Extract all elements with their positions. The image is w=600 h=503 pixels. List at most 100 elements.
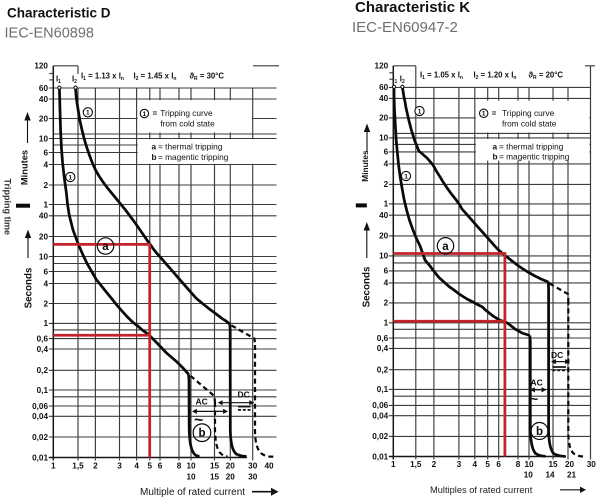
svg-text:40: 40 [39,95,49,104]
svg-text:20: 20 [226,462,236,471]
svg-text:b: b [152,152,157,162]
svg-text:10: 10 [39,252,49,261]
svg-text:15: 15 [210,462,220,471]
svg-text:8: 8 [177,462,182,471]
svg-text:Seconds: Seconds [24,267,35,308]
svg-text:2: 2 [43,181,48,190]
svg-text:from cold state: from cold state [160,119,215,129]
svg-text:0,2: 0,2 [377,366,389,375]
svg-text:4: 4 [43,160,48,169]
svg-text:Minutes: Minutes [360,150,370,182]
svg-text:1,5: 1,5 [72,462,84,471]
svg-text:6: 6 [43,148,48,157]
svg-text:10: 10 [379,252,389,261]
svg-text:1: 1 [384,200,389,209]
svg-text:20: 20 [379,232,389,241]
svg-text:0,6: 0,6 [37,334,49,343]
svg-text:I2 = 1.45 x In: I2 = 1.45 x In [134,72,177,83]
svg-text:10: 10 [524,471,534,480]
svg-text:IEC-EN60947-2: IEC-EN60947-2 [352,19,458,36]
svg-text:0,2: 0,2 [37,366,49,375]
svg-text:= thermal tripping: = thermal tripping [499,142,564,152]
svg-text:2: 2 [384,299,389,308]
svg-text:~: ~ [530,391,538,407]
svg-text:4: 4 [384,160,389,169]
svg-text:Minutes: Minutes [20,150,30,185]
svg-text:30: 30 [587,460,597,469]
svg-text:from cold state: from cold state [502,119,557,129]
svg-text:a: a [152,142,157,152]
svg-text:DC: DC [238,390,250,400]
svg-text:10: 10 [186,462,196,471]
svg-text:= magentic tripping: = magentic tripping [499,152,570,162]
svg-text:Characteristic D: Characteristic D [7,6,111,21]
svg-text:=: = [492,109,497,118]
svg-text:Multiple of rated current: Multiple of rated current [140,487,245,498]
svg-text:20: 20 [39,114,49,123]
svg-text:ϑR = 20°C: ϑR = 20°C [529,71,564,82]
svg-text:10: 10 [39,134,49,143]
svg-text:a: a [493,142,498,152]
svg-text:0,02: 0,02 [372,432,388,441]
svg-text:40: 40 [39,212,49,221]
svg-text:ϑR = 30°C: ϑR = 30°C [190,72,225,83]
svg-text:10: 10 [186,473,196,482]
svg-text:b: b [536,426,543,438]
svg-text:Seconds: Seconds [362,266,373,307]
svg-text:= thermal tripping: = thermal tripping [158,142,223,152]
svg-text:I2: I2 [400,75,405,86]
svg-text:4: 4 [134,462,139,471]
svg-text:0,4: 0,4 [377,344,389,353]
svg-text:40: 40 [379,94,389,103]
svg-text:10: 10 [524,460,534,469]
svg-text:2: 2 [93,462,98,471]
svg-text:1,5: 1,5 [410,460,422,469]
svg-text:30: 30 [248,473,258,482]
svg-text:1: 1 [68,174,72,181]
svg-text:1: 1 [143,111,147,118]
svg-text:DC: DC [551,350,563,360]
svg-text:1: 1 [418,108,422,115]
svg-text:AC: AC [531,378,543,388]
svg-text:0,1: 0,1 [377,385,389,394]
svg-text:1: 1 [86,110,90,117]
svg-text:Tripping curve: Tripping curve [160,108,213,118]
svg-text:1: 1 [482,111,486,118]
svg-text:1: 1 [51,462,56,471]
svg-text:30: 30 [248,462,258,471]
svg-text:6: 6 [384,267,389,276]
svg-text:0,01: 0,01 [32,453,48,462]
svg-text:0,06: 0,06 [32,402,48,411]
svg-text:1: 1 [43,200,48,209]
svg-text:1: 1 [391,460,396,469]
svg-text:b: b [198,428,205,440]
svg-text:0,6: 0,6 [377,334,389,343]
svg-text:I1 = 1.13 x In: I1 = 1.13 x In [81,72,124,83]
svg-text:I2 = 1.20 x In: I2 = 1.20 x In [474,71,517,82]
svg-text:0,04: 0,04 [372,412,388,421]
svg-text:5: 5 [485,460,490,469]
svg-text:20: 20 [39,232,49,241]
svg-text:40: 40 [379,211,389,220]
svg-text:2: 2 [43,299,48,308]
svg-text:6: 6 [158,462,163,471]
svg-text:b: b [493,152,498,162]
svg-text:4: 4 [43,279,48,288]
svg-text:60: 60 [39,84,49,93]
svg-text:1: 1 [43,319,48,328]
svg-text:5: 5 [148,462,153,471]
svg-text:~: ~ [194,412,203,429]
svg-text:0,02: 0,02 [32,433,48,442]
svg-text:4: 4 [384,279,389,288]
svg-text:Tripping curve: Tripping curve [502,108,555,118]
svg-text:10: 10 [379,134,389,143]
svg-text:0,1: 0,1 [37,386,49,395]
svg-text:AC: AC [196,397,208,407]
svg-text:120: 120 [34,62,48,71]
svg-text:a: a [442,241,449,253]
svg-text:15: 15 [210,473,220,482]
svg-text:1: 1 [384,319,389,328]
svg-text:3: 3 [117,462,122,471]
svg-text:2: 2 [384,180,389,189]
svg-text:21: 21 [567,471,577,480]
